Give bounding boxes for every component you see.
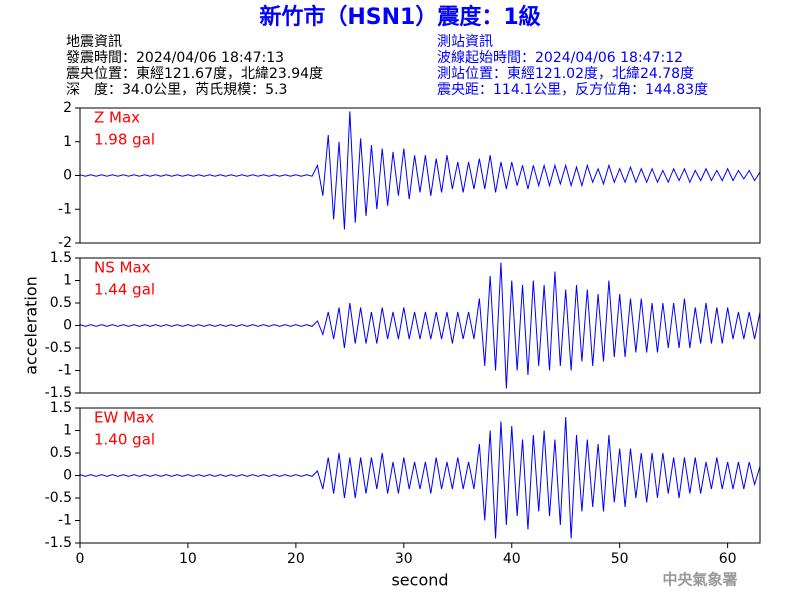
info-line: 測站位置：東經121.02度，北緯24.78度 [437,66,694,82]
annotation: 1.98 gal [94,131,155,149]
info-line: 震央位置：東經121.67度，北緯23.94度 [66,66,323,82]
y-tick-label: 0 [63,318,72,334]
y-tick-label: 1 [63,423,72,439]
info-line: 地震資訊 [66,34,122,50]
annotation: NS Max [94,259,151,277]
x-tick-label: 60 [719,551,737,567]
y-tick-label: -0.5 [45,490,72,506]
x-tick-label: 30 [395,551,413,567]
y-tick-label: 0 [63,168,72,184]
y-tick-label: 1 [63,134,72,150]
y-tick-label: 0.5 [50,295,72,311]
plot-frame [79,407,761,544]
x-tick-label: 0 [76,551,85,567]
x-tick-label: 50 [611,551,629,567]
y-axis-label: acceleration [22,276,41,375]
y-tick-label: -1 [58,201,72,217]
y-tick-label: 0.5 [50,445,72,461]
annotation: 1.44 gal [94,281,155,299]
y-tick-label: 2 [63,100,72,116]
title: 新竹市（HSN1）震度：1級 [259,4,540,30]
y-tick-label: 1.5 [50,250,72,266]
y-tick-label: -1.5 [45,535,72,551]
x-tick-label: 40 [503,551,521,567]
y-tick-label: -1.5 [45,385,72,401]
waveform [79,111,761,230]
x-axis-label: second [391,571,448,590]
plot-frame [79,107,761,244]
y-tick-label: -2 [58,235,72,251]
info-line: 波線起始時間：2024/04/06 18:47:12 [437,50,683,66]
annotation: 1.40 gal [94,431,155,449]
y-tick-label: 1.5 [50,400,72,416]
y-tick-label: -1 [58,513,72,529]
waveform [79,262,761,389]
info-line: 測站資訊 [437,34,493,50]
y-tick-label: 0 [63,468,72,484]
y-tick-label: -1 [58,363,72,379]
waveform [79,416,761,539]
x-tick-label: 10 [179,551,197,567]
y-tick-label: -0.5 [45,340,72,356]
x-tick-label: 20 [287,551,305,567]
plot-frame [79,257,761,394]
info-line: 發震時間：2024/04/06 18:47:13 [66,50,284,66]
info-line: 震央距：114.1公里，反方位角：144.83度 [437,82,708,98]
annotation: EW Max [94,409,154,427]
footer: 中央氣象署 [662,571,737,589]
y-tick-label: 1 [63,273,72,289]
info-line: 深 度：34.0公里，芮氏規模：5.3 [66,81,287,98]
annotation: Z Max [94,109,140,127]
